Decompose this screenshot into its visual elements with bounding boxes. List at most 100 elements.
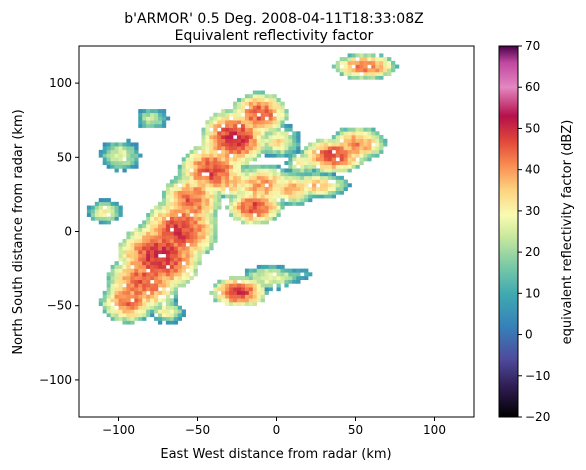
reflectivity-pixel: [106, 161, 111, 166]
reflectivity-pixel: [209, 120, 214, 125]
reflectivity-pixel: [237, 109, 242, 114]
reflectivity-pixel: [189, 231, 194, 236]
reflectivity-pixel: [98, 209, 103, 214]
reflectivity-pixel: [197, 153, 202, 158]
reflectivity-pixel: [248, 131, 254, 136]
reflectivity-pixel: [229, 168, 234, 173]
reflectivity-pixel: [193, 220, 198, 225]
reflectivity-pixel: [94, 201, 100, 206]
reflectivity-pixel: [193, 209, 198, 214]
reflectivity-pixel: [130, 301, 135, 306]
reflectivity-pixel: [201, 127, 206, 132]
reflectivity-pixel: [189, 157, 194, 162]
reflectivity-pixel: [225, 194, 230, 199]
reflectivity-pixel: [264, 279, 269, 284]
reflectivity-pixel: [154, 250, 159, 255]
reflectivity-pixel: [339, 190, 344, 195]
reflectivity-pixel: [233, 194, 238, 199]
reflectivity-pixel: [114, 287, 119, 292]
reflectivity-pixel: [248, 172, 254, 177]
reflectivity-pixel: [256, 268, 261, 273]
reflectivity-pixel: [110, 212, 115, 217]
reflectivity-pixel: [371, 60, 376, 65]
reflectivity-pixel: [237, 138, 242, 143]
reflectivity-pixel: [292, 149, 297, 154]
reflectivity-pixel: [375, 71, 380, 76]
reflectivity-pixel: [181, 164, 186, 169]
reflectivity-pixel: [158, 298, 163, 303]
reflectivity-pixel: [150, 231, 155, 236]
reflectivity-pixel: [256, 149, 261, 154]
reflectivity-pixel: [256, 183, 261, 188]
reflectivity-pixel: [280, 112, 285, 117]
reflectivity-pixel: [193, 238, 198, 243]
reflectivity-pixel: [154, 209, 159, 214]
reflectivity-pixel: [150, 116, 155, 121]
reflectivity-pixel: [323, 186, 329, 191]
reflectivity-pixel: [221, 186, 226, 191]
reflectivity-pixel: [248, 276, 254, 281]
reflectivity-pixel: [225, 283, 230, 288]
reflectivity-pixel: [181, 313, 186, 318]
reflectivity-pixel: [98, 153, 103, 158]
reflectivity-pixel: [126, 261, 131, 266]
reflectivity-pixel: [371, 53, 376, 58]
reflectivity-pixel: [363, 75, 368, 80]
reflectivity-pixel: [102, 201, 107, 206]
reflectivity-pixel: [165, 250, 171, 255]
reflectivity-pixel: [134, 298, 139, 303]
reflectivity-pixel: [197, 227, 202, 232]
reflectivity-pixel: [335, 149, 340, 154]
reflectivity-pixel: [158, 120, 163, 125]
reflectivity-pixel: [252, 116, 258, 121]
reflectivity-pixel: [181, 257, 186, 262]
reflectivity-pixel: [260, 175, 265, 180]
reflectivity-pixel: [343, 153, 348, 158]
reflectivity-pixel: [181, 183, 186, 188]
reflectivity-pixel: [126, 235, 131, 240]
reflectivity-pixel: [110, 272, 115, 277]
reflectivity-pixel: [284, 201, 289, 206]
reflectivity-pixel: [335, 142, 340, 147]
reflectivity-pixel: [110, 161, 115, 166]
reflectivity-pixel: [177, 268, 182, 273]
reflectivity-pixel: [268, 116, 273, 121]
reflectivity-pixel: [146, 238, 151, 243]
reflectivity-pixel: [280, 131, 285, 136]
reflectivity-pixel: [209, 172, 214, 177]
reflectivity-pixel: [138, 238, 143, 243]
reflectivity-pixel: [308, 198, 313, 203]
reflectivity-pixel: [114, 294, 119, 299]
reflectivity-pixel: [252, 131, 258, 136]
reflectivity-pixel: [387, 64, 392, 69]
reflectivity-pixel: [308, 186, 313, 191]
reflectivity-pixel: [185, 235, 190, 240]
reflectivity-pixel: [150, 224, 155, 229]
reflectivity-pixel: [237, 194, 242, 199]
reflectivity-pixel: [272, 276, 277, 281]
reflectivity-pixel: [138, 224, 143, 229]
reflectivity-pixel: [217, 279, 222, 284]
reflectivity-pixel: [134, 264, 139, 269]
reflectivity-pixel: [304, 272, 309, 277]
reflectivity-pixel: [280, 186, 285, 191]
reflectivity-pixel: [363, 71, 368, 76]
reflectivity-pixel: [209, 131, 214, 136]
reflectivity-pixel: [248, 205, 254, 210]
reflectivity-pixel: [248, 201, 254, 206]
reflectivity-pixel: [233, 149, 238, 154]
reflectivity-pixel: [268, 205, 273, 210]
reflectivity-pixel: [233, 109, 238, 114]
reflectivity-pixel: [102, 294, 107, 299]
reflectivity-pixel: [150, 246, 155, 251]
reflectivity-pixel: [244, 209, 250, 214]
reflectivity-pixel: [217, 183, 222, 188]
reflectivity-pixel: [335, 168, 340, 173]
reflectivity-pixel: [213, 298, 218, 303]
reflectivity-pixel: [248, 120, 254, 125]
reflectivity-pixel: [248, 287, 254, 292]
reflectivity-pixel: [229, 120, 234, 125]
reflectivity-pixel: [383, 60, 388, 65]
reflectivity-pixel: [173, 279, 179, 284]
